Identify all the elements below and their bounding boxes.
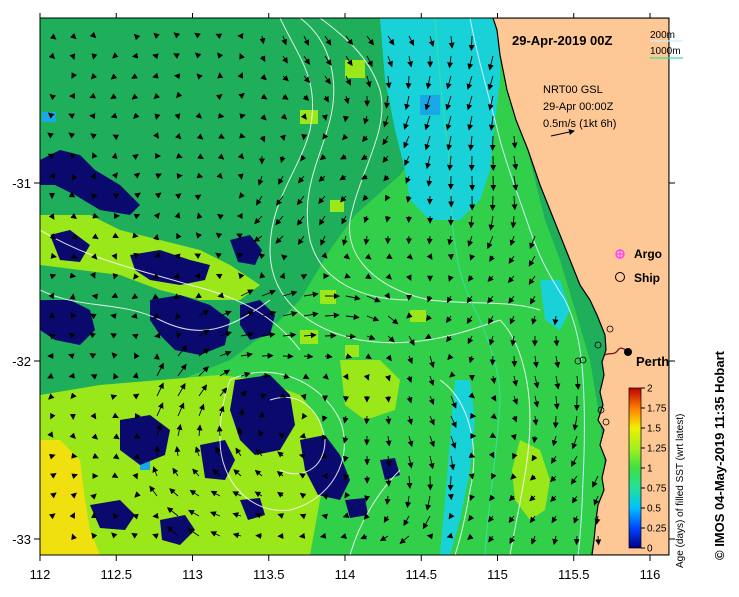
current-vector-arrow xyxy=(472,476,473,479)
current-vector-arrow xyxy=(577,536,578,544)
colorbar-gradient xyxy=(629,388,641,548)
current-vector-arrow xyxy=(514,356,515,366)
current-vector-arrow xyxy=(256,536,262,537)
x-tick-label: 113.5 xyxy=(253,567,285,582)
x-tick-label: 112.5 xyxy=(100,567,132,582)
perth-city-marker-icon xyxy=(624,348,632,356)
current-vector-arrow xyxy=(556,416,557,428)
colorbar-tick-label: 0 xyxy=(647,544,653,555)
y-tick-label: -33 xyxy=(12,532,31,547)
legend-1000m-label: 1000m xyxy=(650,46,681,57)
current-vector-arrow xyxy=(73,456,77,457)
vector-scale-label: 0.5m/s (1kt 6h) xyxy=(543,118,616,130)
current-source-label: NRT00 GSL xyxy=(543,84,603,96)
colorbar-tick-label: 0.25 xyxy=(647,524,667,535)
current-vector-arrow xyxy=(493,136,494,150)
sst-patch-sky xyxy=(420,95,440,115)
current-vector-arrow xyxy=(220,116,223,117)
colorbar-label: Age (days) of filled SST (wrt latest) xyxy=(675,414,686,568)
perth-label: Perth xyxy=(636,354,669,369)
current-vector-arrow xyxy=(136,373,137,376)
current-vector-arrow xyxy=(70,376,73,377)
y-tick-label: -32 xyxy=(12,354,31,369)
y-tick-label: -31 xyxy=(12,176,31,191)
current-vector-arrow xyxy=(133,56,136,57)
current-time-label: 29-Apr 00:00Z xyxy=(543,101,614,113)
x-tick-label: 116 xyxy=(640,567,661,582)
current-vector-arrow xyxy=(322,515,325,516)
current-vector-arrow xyxy=(367,416,368,424)
x-tick-label: 115 xyxy=(487,567,508,582)
x-tick-label: 114 xyxy=(335,567,356,582)
current-vector-arrow xyxy=(471,36,472,50)
colorbar-tick-label: 1.25 xyxy=(647,444,667,455)
current-vector-arrow xyxy=(598,536,599,544)
current-vector-arrow xyxy=(219,426,220,436)
colorbar-tick-label: 1 xyxy=(647,464,653,475)
colorbar-tick-label: 0.5 xyxy=(647,504,661,515)
current-vector-arrow xyxy=(492,356,493,365)
current-vector-arrow xyxy=(241,176,242,179)
legend-200m-label: 200m xyxy=(650,30,675,41)
colorbar-tick-label: 1.5 xyxy=(647,424,661,435)
copyright-text: © IMOS 04-May-2019 11:35 Hobart xyxy=(712,320,728,560)
legend-ship-label: Ship xyxy=(634,271,660,285)
x-tick-label: 115.5 xyxy=(558,567,590,582)
current-vector-arrow xyxy=(72,175,73,176)
current-vector-arrow xyxy=(300,536,304,537)
colorbar-tick-label: 2 xyxy=(647,384,653,395)
x-tick-label: 113 xyxy=(182,567,203,582)
current-vector-arrow xyxy=(304,136,305,139)
legend-argo-label: Argo xyxy=(634,247,662,261)
current-vector-arrow xyxy=(178,176,182,177)
current-vector-arrow xyxy=(93,56,94,59)
map-date-title: 29-Apr-2019 00Z xyxy=(512,33,612,48)
colorbar-tick-label: 1.75 xyxy=(647,404,667,415)
x-tick-label: 114.5 xyxy=(405,567,437,582)
current-vector-arrow xyxy=(153,516,157,517)
current-vector-arrow xyxy=(178,336,179,338)
current-vector-arrow xyxy=(325,336,336,337)
colorbar-tick-label: 0.75 xyxy=(647,484,667,495)
current-vector-arrow xyxy=(72,534,73,536)
map-plot-area xyxy=(40,18,669,555)
x-tick-label: 112 xyxy=(30,567,51,582)
